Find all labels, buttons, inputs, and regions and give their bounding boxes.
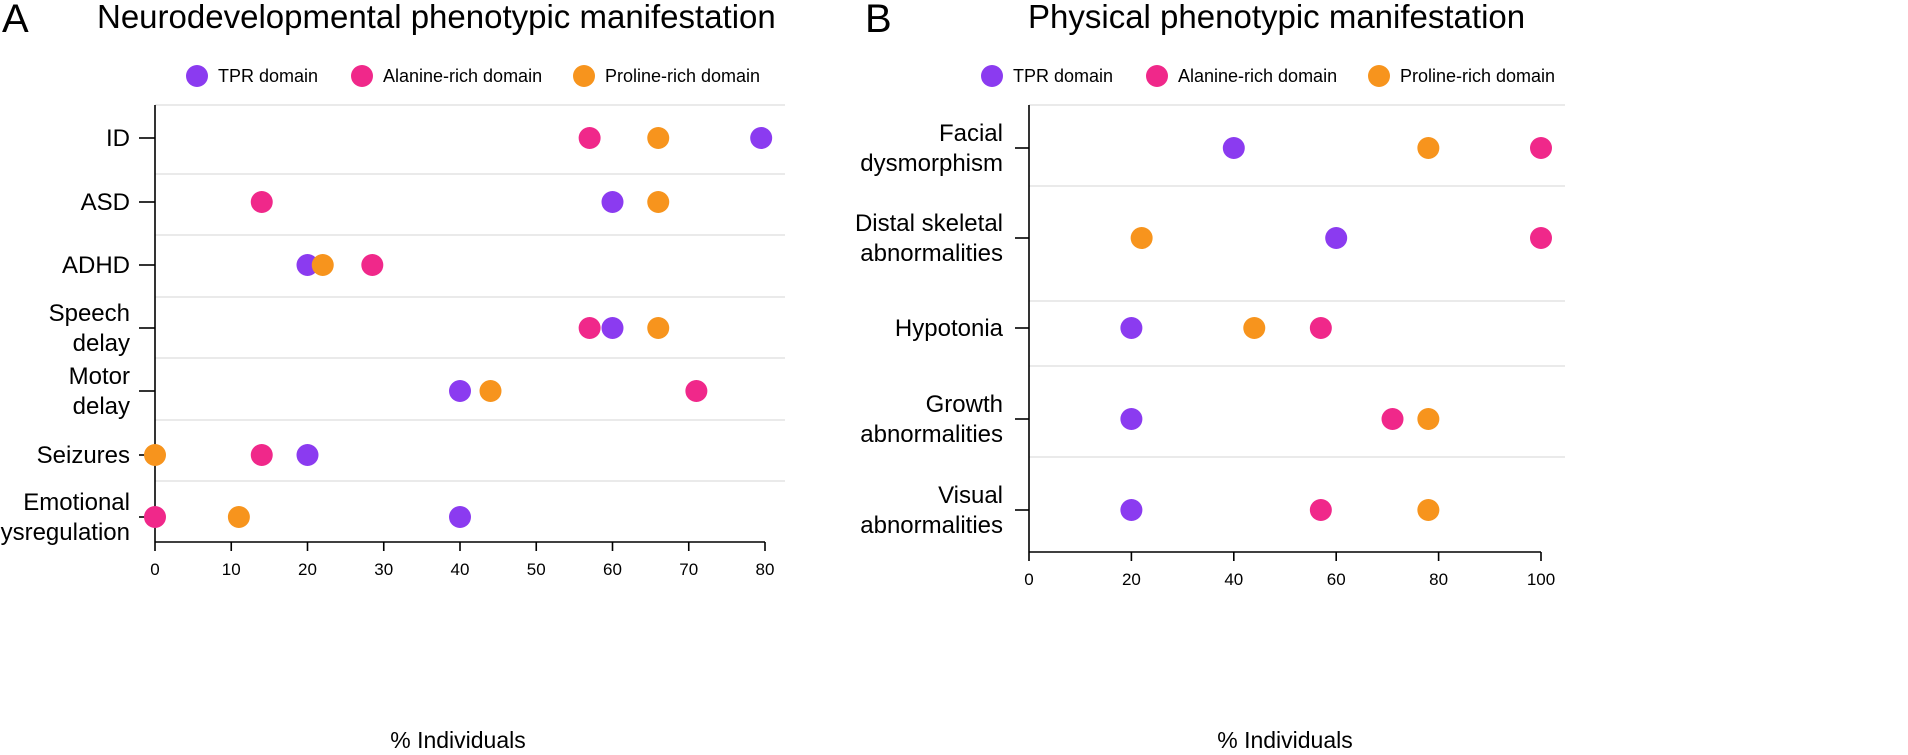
point-asd-alanine-rich-domain bbox=[250, 191, 273, 213]
legend-marker-proline-rich-domain bbox=[573, 65, 595, 87]
panel-b-x-tick-label: 60 bbox=[1327, 570, 1346, 589]
legend-marker-alanine-rich-domain bbox=[351, 65, 373, 87]
panel-b-x-tick-label: 0 bbox=[1024, 570, 1033, 589]
point-visual-abnormalities-tpr-domain bbox=[1120, 499, 1143, 521]
category-label-distal-skeletal-abnormalities: abnormalities bbox=[860, 240, 1003, 267]
panel-b-letter: B bbox=[865, 0, 892, 41]
point-growth-abnormalities-alanine-rich-domain bbox=[1381, 408, 1404, 430]
legend-marker-tpr-domain bbox=[981, 65, 1003, 87]
category-label-asd: ASD bbox=[81, 189, 130, 216]
legend-label-tpr-domain: TPR domain bbox=[218, 66, 318, 86]
point-adhd-tpr-domain bbox=[296, 254, 319, 276]
panel-b-x-tick-label: 80 bbox=[1429, 570, 1448, 589]
category-label-emotional-dysregulation: Emotional bbox=[23, 489, 130, 516]
legend-label-tpr-domain: TPR domain bbox=[1013, 66, 1113, 86]
point-adhd-alanine-rich-domain bbox=[361, 254, 384, 276]
category-label-id: ID bbox=[106, 125, 130, 152]
point-facial-dysmorphism-proline-rich-domain bbox=[1417, 137, 1440, 159]
panel-a-x-axis-title: % Individuals bbox=[390, 727, 526, 753]
category-label-speech-delay: Speech bbox=[49, 300, 130, 327]
panel-a-x-tick-label: 10 bbox=[222, 560, 241, 579]
category-label-visual-abnormalities: abnormalities bbox=[860, 512, 1003, 539]
category-label-hypotonia: Hypotonia bbox=[895, 315, 1004, 342]
panel-a-title: Neurodevelopmental phenotypic manifestat… bbox=[97, 0, 776, 35]
point-speech-delay-alanine-rich-domain bbox=[578, 317, 601, 339]
point-seizures-tpr-domain bbox=[296, 444, 319, 466]
legend-marker-proline-rich-domain bbox=[1368, 65, 1390, 87]
category-label-motor-delay: Motor bbox=[69, 363, 130, 390]
panel-a-x-tick-label: 20 bbox=[298, 560, 317, 579]
category-label-growth-abnormalities: abnormalities bbox=[860, 421, 1003, 448]
point-motor-delay-tpr-domain bbox=[449, 380, 471, 402]
panel-b-title: Physical phenotypic manifestation bbox=[1028, 0, 1525, 35]
point-asd-proline-rich-domain bbox=[647, 191, 670, 213]
category-label-distal-skeletal-abnormalities: Distal skeletal bbox=[855, 210, 1003, 237]
category-label-emotional-dysregulation: dysregulation bbox=[0, 519, 130, 546]
point-growth-abnormalities-proline-rich-domain bbox=[1417, 408, 1440, 430]
point-speech-delay-tpr-domain bbox=[601, 317, 624, 339]
category-label-growth-abnormalities: Growth bbox=[926, 391, 1003, 418]
panel-a-letter: A bbox=[2, 0, 29, 41]
panel-a-x-tick-label: 40 bbox=[451, 560, 470, 579]
point-id-tpr-domain bbox=[750, 127, 773, 149]
point-hypotonia-alanine-rich-domain bbox=[1309, 317, 1332, 339]
panel-a-x-tick-label: 80 bbox=[756, 560, 775, 579]
point-hypotonia-tpr-domain bbox=[1120, 317, 1143, 339]
point-distal-skeletal-abnormalities-proline-rich-domain bbox=[1130, 227, 1153, 249]
point-visual-abnormalities-proline-rich-domain bbox=[1417, 499, 1440, 521]
point-id-alanine-rich-domain bbox=[578, 127, 601, 149]
point-emotional-dysregulation-tpr-domain bbox=[449, 506, 471, 528]
point-motor-delay-alanine-rich-domain bbox=[685, 380, 708, 402]
point-emotional-dysregulation-alanine-rich-domain bbox=[144, 506, 166, 528]
point-speech-delay-proline-rich-domain bbox=[647, 317, 670, 339]
legend-label-alanine-rich-domain: Alanine-rich domain bbox=[383, 66, 542, 86]
legend-label-alanine-rich-domain: Alanine-rich domain bbox=[1178, 66, 1337, 86]
panel-a-chart: 0 10 20 30 40 50 60 70 80 TPR domain Alanine-rich … bbox=[0, 65, 785, 579]
panel-b-x-tick-label: 100 bbox=[1527, 570, 1555, 589]
panel-a-x-tick-label: 30 bbox=[374, 560, 393, 579]
category-label-motor-delay: delay bbox=[73, 393, 130, 420]
point-facial-dysmorphism-alanine-rich-domain bbox=[1530, 137, 1552, 159]
legend-label-proline-rich-domain: Proline-rich domain bbox=[605, 66, 760, 86]
panel-b-x-tick-label: 20 bbox=[1122, 570, 1141, 589]
legend-marker-alanine-rich-domain bbox=[1146, 65, 1168, 87]
point-distal-skeletal-abnormalities-alanine-rich-domain bbox=[1530, 227, 1552, 249]
point-distal-skeletal-abnormalities-tpr-domain bbox=[1325, 227, 1348, 249]
legend-label-proline-rich-domain: Proline-rich domain bbox=[1400, 66, 1555, 86]
point-visual-abnormalities-alanine-rich-domain bbox=[1309, 499, 1332, 521]
category-label-adhd: ADHD bbox=[62, 252, 130, 279]
point-facial-dysmorphism-tpr-domain bbox=[1222, 137, 1245, 159]
point-id-proline-rich-domain bbox=[647, 127, 670, 149]
point-motor-delay-proline-rich-domain bbox=[479, 380, 502, 402]
category-label-facial-dysmorphism: Facial bbox=[939, 120, 1003, 147]
category-label-seizures: Seizures bbox=[37, 442, 130, 469]
point-seizures-proline-rich-domain bbox=[144, 444, 166, 466]
point-seizures-alanine-rich-domain bbox=[250, 444, 273, 466]
panel-b-x-axis-title: % Individuals bbox=[1217, 727, 1353, 753]
legend-marker-tpr-domain bbox=[186, 65, 208, 87]
panel-a-x-tick-label: 60 bbox=[603, 560, 622, 579]
point-hypotonia-proline-rich-domain bbox=[1243, 317, 1266, 339]
point-adhd-proline-rich-domain bbox=[311, 254, 334, 276]
panel-a-x-tick-label: 0 bbox=[150, 560, 159, 579]
panel-a-x-tick-label: 50 bbox=[527, 560, 546, 579]
category-label-facial-dysmorphism: dysmorphism bbox=[860, 150, 1003, 177]
category-label-speech-delay: delay bbox=[73, 330, 130, 357]
point-asd-tpr-domain bbox=[601, 191, 624, 213]
panel-b-chart: 0 20 40 60 80 100 TPR domain Alanine-rich domai… bbox=[855, 65, 1565, 589]
category-label-visual-abnormalities: Visual bbox=[938, 482, 1003, 509]
point-emotional-dysregulation-proline-rich-domain bbox=[227, 506, 250, 528]
panel-a-x-tick-label: 70 bbox=[679, 560, 698, 579]
point-growth-abnormalities-tpr-domain bbox=[1120, 408, 1143, 430]
panel-b-x-tick-label: 40 bbox=[1224, 570, 1243, 589]
